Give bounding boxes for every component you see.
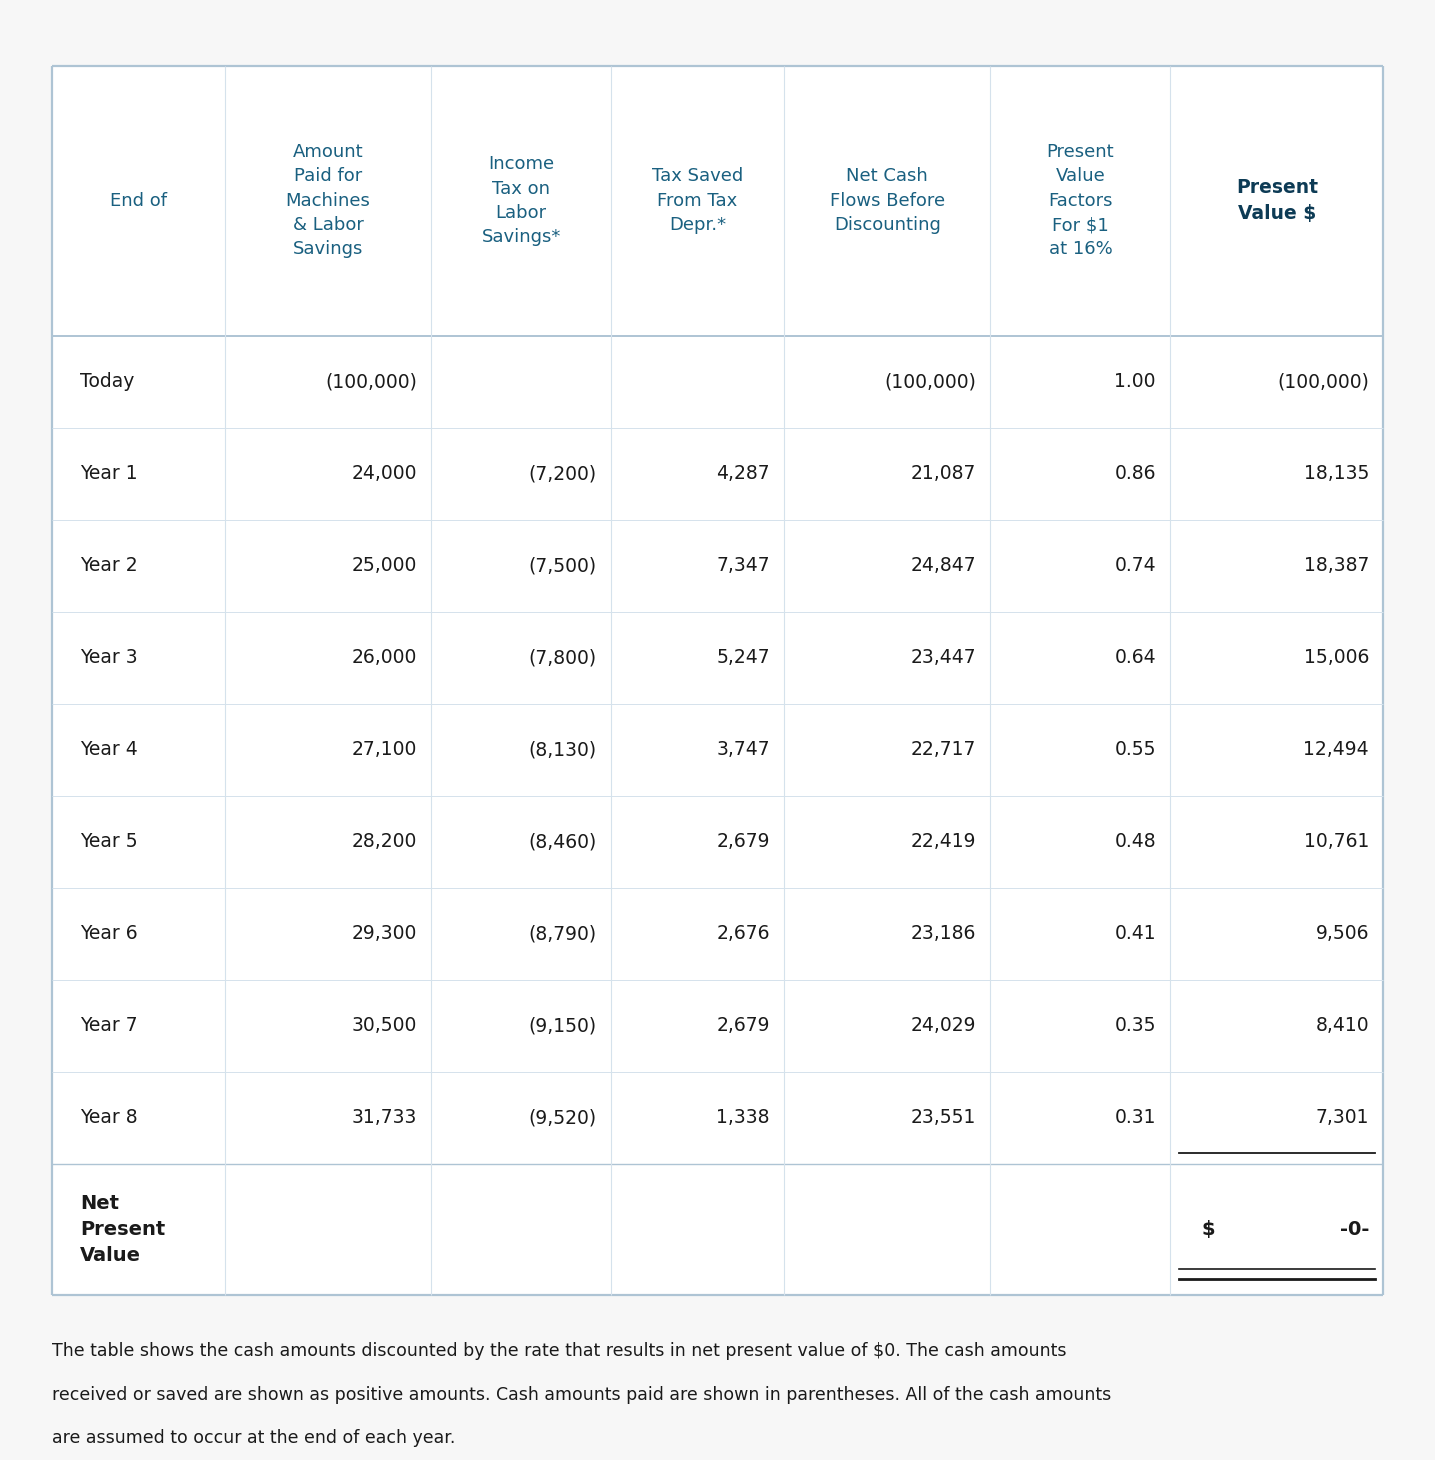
Text: 30,500: 30,500 (352, 1016, 416, 1035)
Bar (52, 66, 1383, 1295)
Text: 5,247: 5,247 (716, 648, 769, 667)
Text: (100,000): (100,000) (1277, 372, 1369, 391)
Text: Present
Value
Factors
For $1
at 16%: Present Value Factors For $1 at 16% (1046, 143, 1114, 258)
Text: (8,130): (8,130) (528, 740, 597, 759)
Text: The table shows the cash amounts discounted by the rate that results in net pres: The table shows the cash amounts discoun… (52, 1342, 1066, 1359)
Text: (8,460): (8,460) (528, 832, 597, 851)
Text: 27,100: 27,100 (352, 740, 416, 759)
Text: (7,800): (7,800) (528, 648, 597, 667)
Text: Year 8: Year 8 (80, 1108, 138, 1127)
Text: 0.35: 0.35 (1115, 1016, 1157, 1035)
Text: are assumed to occur at the end of each year.: are assumed to occur at the end of each … (52, 1429, 455, 1447)
Text: 22,419: 22,419 (911, 832, 976, 851)
Text: 0.64: 0.64 (1115, 648, 1157, 667)
Text: Amount
Paid for
Machines
& Labor
Savings: Amount Paid for Machines & Labor Savings (286, 143, 370, 258)
Text: 23,186: 23,186 (911, 924, 976, 943)
Text: 25,000: 25,000 (352, 556, 416, 575)
Text: 1,338: 1,338 (716, 1108, 769, 1127)
Text: 12,494: 12,494 (1303, 740, 1369, 759)
Text: Year 1: Year 1 (80, 464, 138, 483)
Text: 0.41: 0.41 (1115, 924, 1157, 943)
Text: Income
Tax on
Labor
Savings*: Income Tax on Labor Savings* (481, 155, 561, 247)
Text: Year 6: Year 6 (80, 924, 138, 943)
Text: (7,500): (7,500) (528, 556, 597, 575)
Text: 29,300: 29,300 (352, 924, 416, 943)
Text: (9,150): (9,150) (528, 1016, 597, 1035)
Text: Year 5: Year 5 (80, 832, 138, 851)
Text: 22,717: 22,717 (911, 740, 976, 759)
Text: 7,301: 7,301 (1316, 1108, 1369, 1127)
Text: 7,347: 7,347 (716, 556, 769, 575)
Text: 10,761: 10,761 (1303, 832, 1369, 851)
Text: 23,447: 23,447 (911, 648, 976, 667)
Text: -0-: -0- (1340, 1219, 1369, 1240)
Text: 0.86: 0.86 (1115, 464, 1157, 483)
Text: 8,410: 8,410 (1316, 1016, 1369, 1035)
Text: 2,679: 2,679 (716, 832, 769, 851)
Text: (8,790): (8,790) (528, 924, 597, 943)
Text: (100,000): (100,000) (324, 372, 416, 391)
Text: End of: End of (109, 191, 166, 210)
Text: 28,200: 28,200 (352, 832, 416, 851)
Text: 24,847: 24,847 (911, 556, 976, 575)
Text: Year 3: Year 3 (80, 648, 138, 667)
Text: Tax Saved
From Tax
Depr.*: Tax Saved From Tax Depr.* (651, 168, 743, 234)
Text: 0.55: 0.55 (1115, 740, 1157, 759)
Text: 0.74: 0.74 (1115, 556, 1157, 575)
Text: 24,029: 24,029 (911, 1016, 976, 1035)
Text: 0.48: 0.48 (1115, 832, 1157, 851)
Text: received or saved are shown as positive amounts. Cash amounts paid are shown in : received or saved are shown as positive … (52, 1386, 1111, 1403)
Text: Net
Present
Value: Net Present Value (80, 1194, 165, 1264)
Text: 0.31: 0.31 (1115, 1108, 1157, 1127)
Text: (7,200): (7,200) (528, 464, 597, 483)
Text: 2,679: 2,679 (716, 1016, 769, 1035)
Text: 3,747: 3,747 (716, 740, 769, 759)
Text: 18,135: 18,135 (1303, 464, 1369, 483)
Text: 15,006: 15,006 (1303, 648, 1369, 667)
Text: Net Cash
Flows Before
Discounting: Net Cash Flows Before Discounting (829, 168, 944, 234)
Text: 26,000: 26,000 (352, 648, 416, 667)
Text: Today: Today (80, 372, 135, 391)
Text: 23,551: 23,551 (911, 1108, 976, 1127)
Text: 24,000: 24,000 (352, 464, 416, 483)
Text: (100,000): (100,000) (884, 372, 976, 391)
Text: 18,387: 18,387 (1303, 556, 1369, 575)
Text: Year 4: Year 4 (80, 740, 138, 759)
Text: Present
Value $: Present Value $ (1236, 178, 1317, 223)
Text: 4,287: 4,287 (716, 464, 769, 483)
Text: 2,676: 2,676 (716, 924, 769, 943)
Text: 31,733: 31,733 (352, 1108, 416, 1127)
Text: 9,506: 9,506 (1316, 924, 1369, 943)
Text: Year 7: Year 7 (80, 1016, 138, 1035)
Text: $: $ (1203, 1219, 1215, 1240)
Text: Year 2: Year 2 (80, 556, 138, 575)
Text: (9,520): (9,520) (528, 1108, 597, 1127)
Text: 21,087: 21,087 (911, 464, 976, 483)
Text: 1.00: 1.00 (1115, 372, 1157, 391)
